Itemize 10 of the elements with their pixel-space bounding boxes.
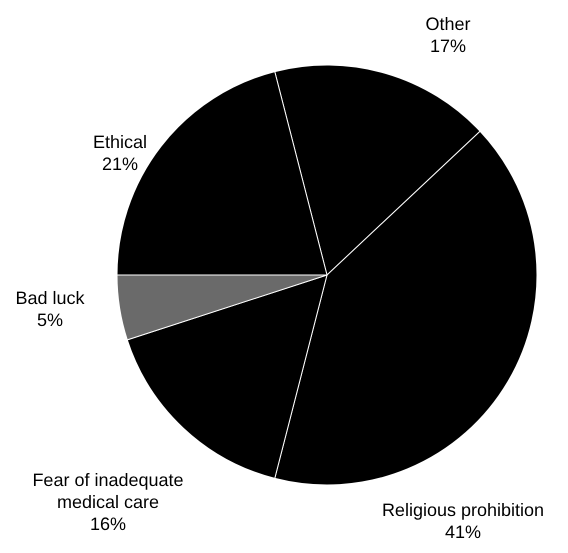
slice-label: Religious prohibition	[382, 500, 544, 520]
slice-label: Ethical	[92, 132, 148, 152]
data-label: 5%	[36, 310, 64, 330]
slice-label: Bad luck	[15, 288, 86, 308]
data-label: 17%	[430, 36, 466, 56]
slice-label: Fear of inadequate medical care	[32, 470, 184, 512]
data-label: 41%	[444, 522, 482, 542]
data-label: 16%	[90, 514, 126, 534]
slice-label: Other	[425, 14, 471, 34]
data-label: 21%	[102, 154, 138, 174]
